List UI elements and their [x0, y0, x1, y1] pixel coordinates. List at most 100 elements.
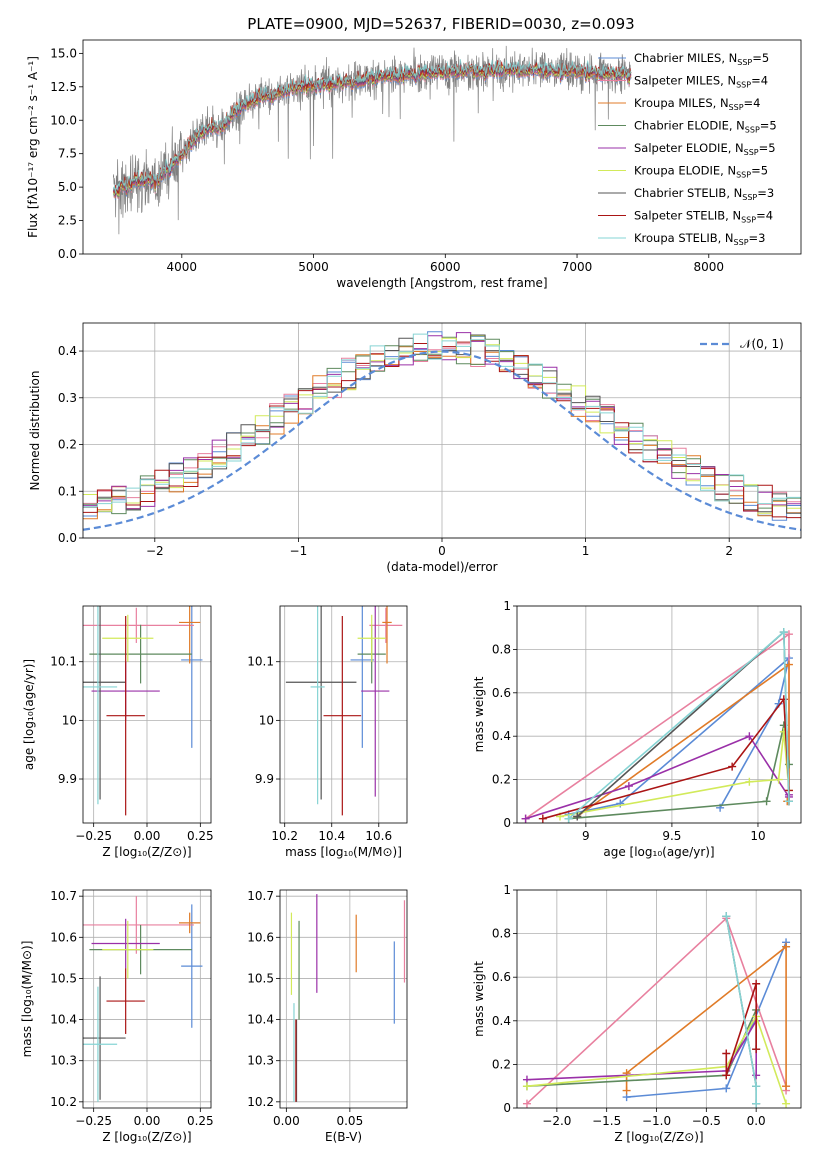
mass-vs-EBV-ytick-label: 10.4	[247, 1013, 274, 1027]
mass-weight-marker	[782, 1099, 791, 1108]
legend-subscript: SSP	[734, 238, 749, 247]
massweight-vs-age-frame-group: 9 9.5 10 0 0.2 0.4 0.6 0.8 1 age [log₁₀(age/yr)] m…	[472, 599, 802, 859]
mass-vs-EBV-plot-area	[290, 894, 406, 1102]
errorbar-point	[83, 606, 118, 805]
mass-weight-marker	[784, 660, 793, 669]
mass-vs-Z-ytick-label: 10.7	[50, 889, 77, 903]
errorbar-point	[181, 606, 203, 748]
mass-vs-EBV-xtick-label: 0.05	[336, 1114, 363, 1128]
mass-weight-line	[625, 945, 787, 1091]
mass-vs-EBV-frame-group: 0.00 0.05 10.2 10.3 10.4 10.5 10.6 10.7 E(B-V)	[247, 889, 408, 1144]
residual-histogram-xtick-label: −1	[290, 544, 308, 558]
spectrum-model-line	[112, 59, 632, 194]
mass-vs-EBV-xlabel: E(B-V)	[325, 1130, 362, 1144]
massweight-vs-Z-axes: −2.0 −1.5 −1.0 −0.5 0.0 0 0.2 0.4 0.6 0.8 1 Z [log₁…	[472, 883, 802, 1144]
mass-weight-marker	[752, 979, 761, 988]
age-vs-mass-xlabel: mass [log₁₀(M/M⊙)]	[285, 845, 402, 859]
legend-model-name: Chabrier ELODIE, N	[634, 119, 745, 133]
errorbar-point	[83, 896, 194, 954]
residual-histogram-ytick-label: 0.2	[58, 438, 77, 452]
errorbar-point	[102, 920, 154, 979]
legend-nssp: =4	[744, 96, 761, 110]
age-vs-Z-axes: −0.25 0.00 0.25 9.9 10 10.1 Z [log₁₀(Z/Z⊙)] age…	[22, 605, 214, 859]
mass-vs-EBV-ytick-label: 10.6	[247, 930, 274, 944]
errorbar-point	[106, 968, 145, 1034]
legend-subscript: SSP	[737, 58, 752, 67]
massweight-vs-Z-frame-group: −2.0 −1.5 −1.0 −0.5 0.0 0 0.2 0.4 0.6 0.8 1 Z [log₁…	[472, 883, 802, 1144]
errorbar-point	[323, 615, 362, 816]
mass-vs-Z-ytick-label: 10.2	[50, 1095, 77, 1109]
mass-weight-line	[526, 1014, 787, 1104]
spectrum-xtick-label: 8000	[694, 260, 725, 274]
mass-weight-line	[525, 735, 790, 820]
legend-entry: Salpeter STELIB, NSSP=4	[634, 209, 773, 225]
residual-histogram-frame-group: −2 −1 0 1 2 0.0 0.1 0.2 0.3 0.4 (data-model)/error…	[28, 322, 802, 574]
age-vs-mass-xtick-label: 10.2	[271, 829, 298, 843]
mass-vs-Z-grid	[83, 890, 211, 1108]
spectrum-ylabel: Flux [fλ10⁻¹⁷ erg cm⁻² s⁻¹ A⁻¹]	[26, 56, 40, 238]
mass-vs-EBV-frame	[279, 889, 408, 1109]
legend-subscript: SSP	[736, 81, 751, 90]
errorbar-point	[179, 912, 201, 934]
residual-histogram-ytick-label: 0.1	[58, 484, 77, 498]
age-vs-mass-xtick-label: 10.6	[365, 829, 392, 843]
mass-weight-marker	[782, 942, 791, 951]
massweight-vs-age-ylabel: mass weight	[472, 676, 486, 752]
legend-entry: Chabrier MILES, NSSP=5	[634, 51, 769, 67]
legend-entry: Chabrier ELODIE, NSSP=5	[634, 119, 777, 135]
mass-weight-marker	[779, 628, 788, 637]
residual-histogram-ytick-label: 0.3	[58, 391, 77, 405]
residual-histogram-xtick-label: 2	[725, 544, 733, 558]
age-vs-mass-frame-group: 10.2 10.4 10.6 9.9 10 10.1 mass [log₁₀(M/M⊙)]	[247, 605, 408, 859]
errorbar-point	[357, 614, 386, 662]
errorbar-point	[83, 606, 126, 800]
errorbar-point	[102, 614, 154, 662]
massweight-vs-Z-ytick-label: 1	[503, 883, 511, 897]
residual-histogram-frame	[82, 322, 802, 539]
legend-nssp: =5	[760, 119, 777, 133]
errorbar-point	[179, 606, 201, 664]
legend-nssp: =4	[756, 209, 773, 223]
massweight-vs-age-ytick-label: 0	[503, 816, 511, 830]
massweight-vs-Z-ytick-label: 0	[503, 1101, 511, 1115]
legend-subscript: SSP	[741, 216, 756, 225]
errorbar-point	[361, 606, 390, 797]
massweight-vs-age-frame	[516, 605, 802, 824]
legend-nssp: =4	[751, 74, 768, 88]
massweight-vs-age-plot-area	[521, 628, 793, 823]
legend-entry: Salpeter MILES, NSSP=4	[634, 74, 768, 90]
mass-vs-EBV-ytick-label: 10.2	[247, 1095, 274, 1109]
age-vs-mass-xtick-label: 10.4	[318, 829, 345, 843]
residual-histogram-ytick-label: 0.4	[58, 344, 77, 358]
mass-weight-marker	[522, 1099, 531, 1108]
legend-nssp: =5	[759, 141, 776, 155]
massweight-vs-age-grid	[517, 605, 801, 824]
massweight-vs-age-xlabel: age [log₁₀(age/yr)]	[603, 845, 714, 859]
mass-weight-line	[568, 725, 790, 820]
mass-weight-marker	[752, 1082, 761, 1091]
mass-vs-Z-ytick-label: 10.3	[50, 1054, 77, 1068]
mass-weight-marker	[722, 1049, 731, 1058]
massweight-vs-Z-plot-area	[522, 912, 791, 1108]
mass-vs-EBV-ytick-label: 10.7	[247, 889, 274, 903]
spectrum-xtick-label: 7000	[562, 260, 593, 274]
mass-vs-Z-frame-group: −0.25 0.00 0.25 10.2 10.3 10.4 10.5 10.6 10.7 Z […	[20, 889, 214, 1144]
spectrum-xtick-label: 4000	[167, 260, 198, 274]
legend-subscript: SSP	[745, 126, 760, 135]
spectrum-ytick-label: 0.0	[58, 247, 77, 261]
mass-weight-marker	[784, 630, 793, 639]
mass-weight-marker	[722, 1084, 731, 1093]
massweight-vs-Z-xtick-label: −1.0	[642, 1114, 671, 1128]
massweight-vs-age-xtick-label: 9.5	[662, 829, 681, 843]
errorbar-point	[83, 986, 118, 1102]
spectrum-frame	[82, 39, 802, 255]
errorbar-point	[310, 606, 325, 805]
spectrum-xtick-label: 6000	[430, 260, 461, 274]
age-vs-mass-ytick-label: 10.1	[247, 655, 274, 669]
mass-vs-Z-ytick-label: 10.5	[50, 971, 77, 985]
massweight-vs-Z-ytick-label: 0.2	[492, 1057, 511, 1071]
massweight-vs-Z-frame	[516, 889, 802, 1109]
legend-subscript: SSP	[742, 193, 757, 202]
errorbar-point	[382, 606, 392, 664]
age-vs-Z-ylabel: age [log₁₀(age/yr)]	[22, 659, 36, 770]
